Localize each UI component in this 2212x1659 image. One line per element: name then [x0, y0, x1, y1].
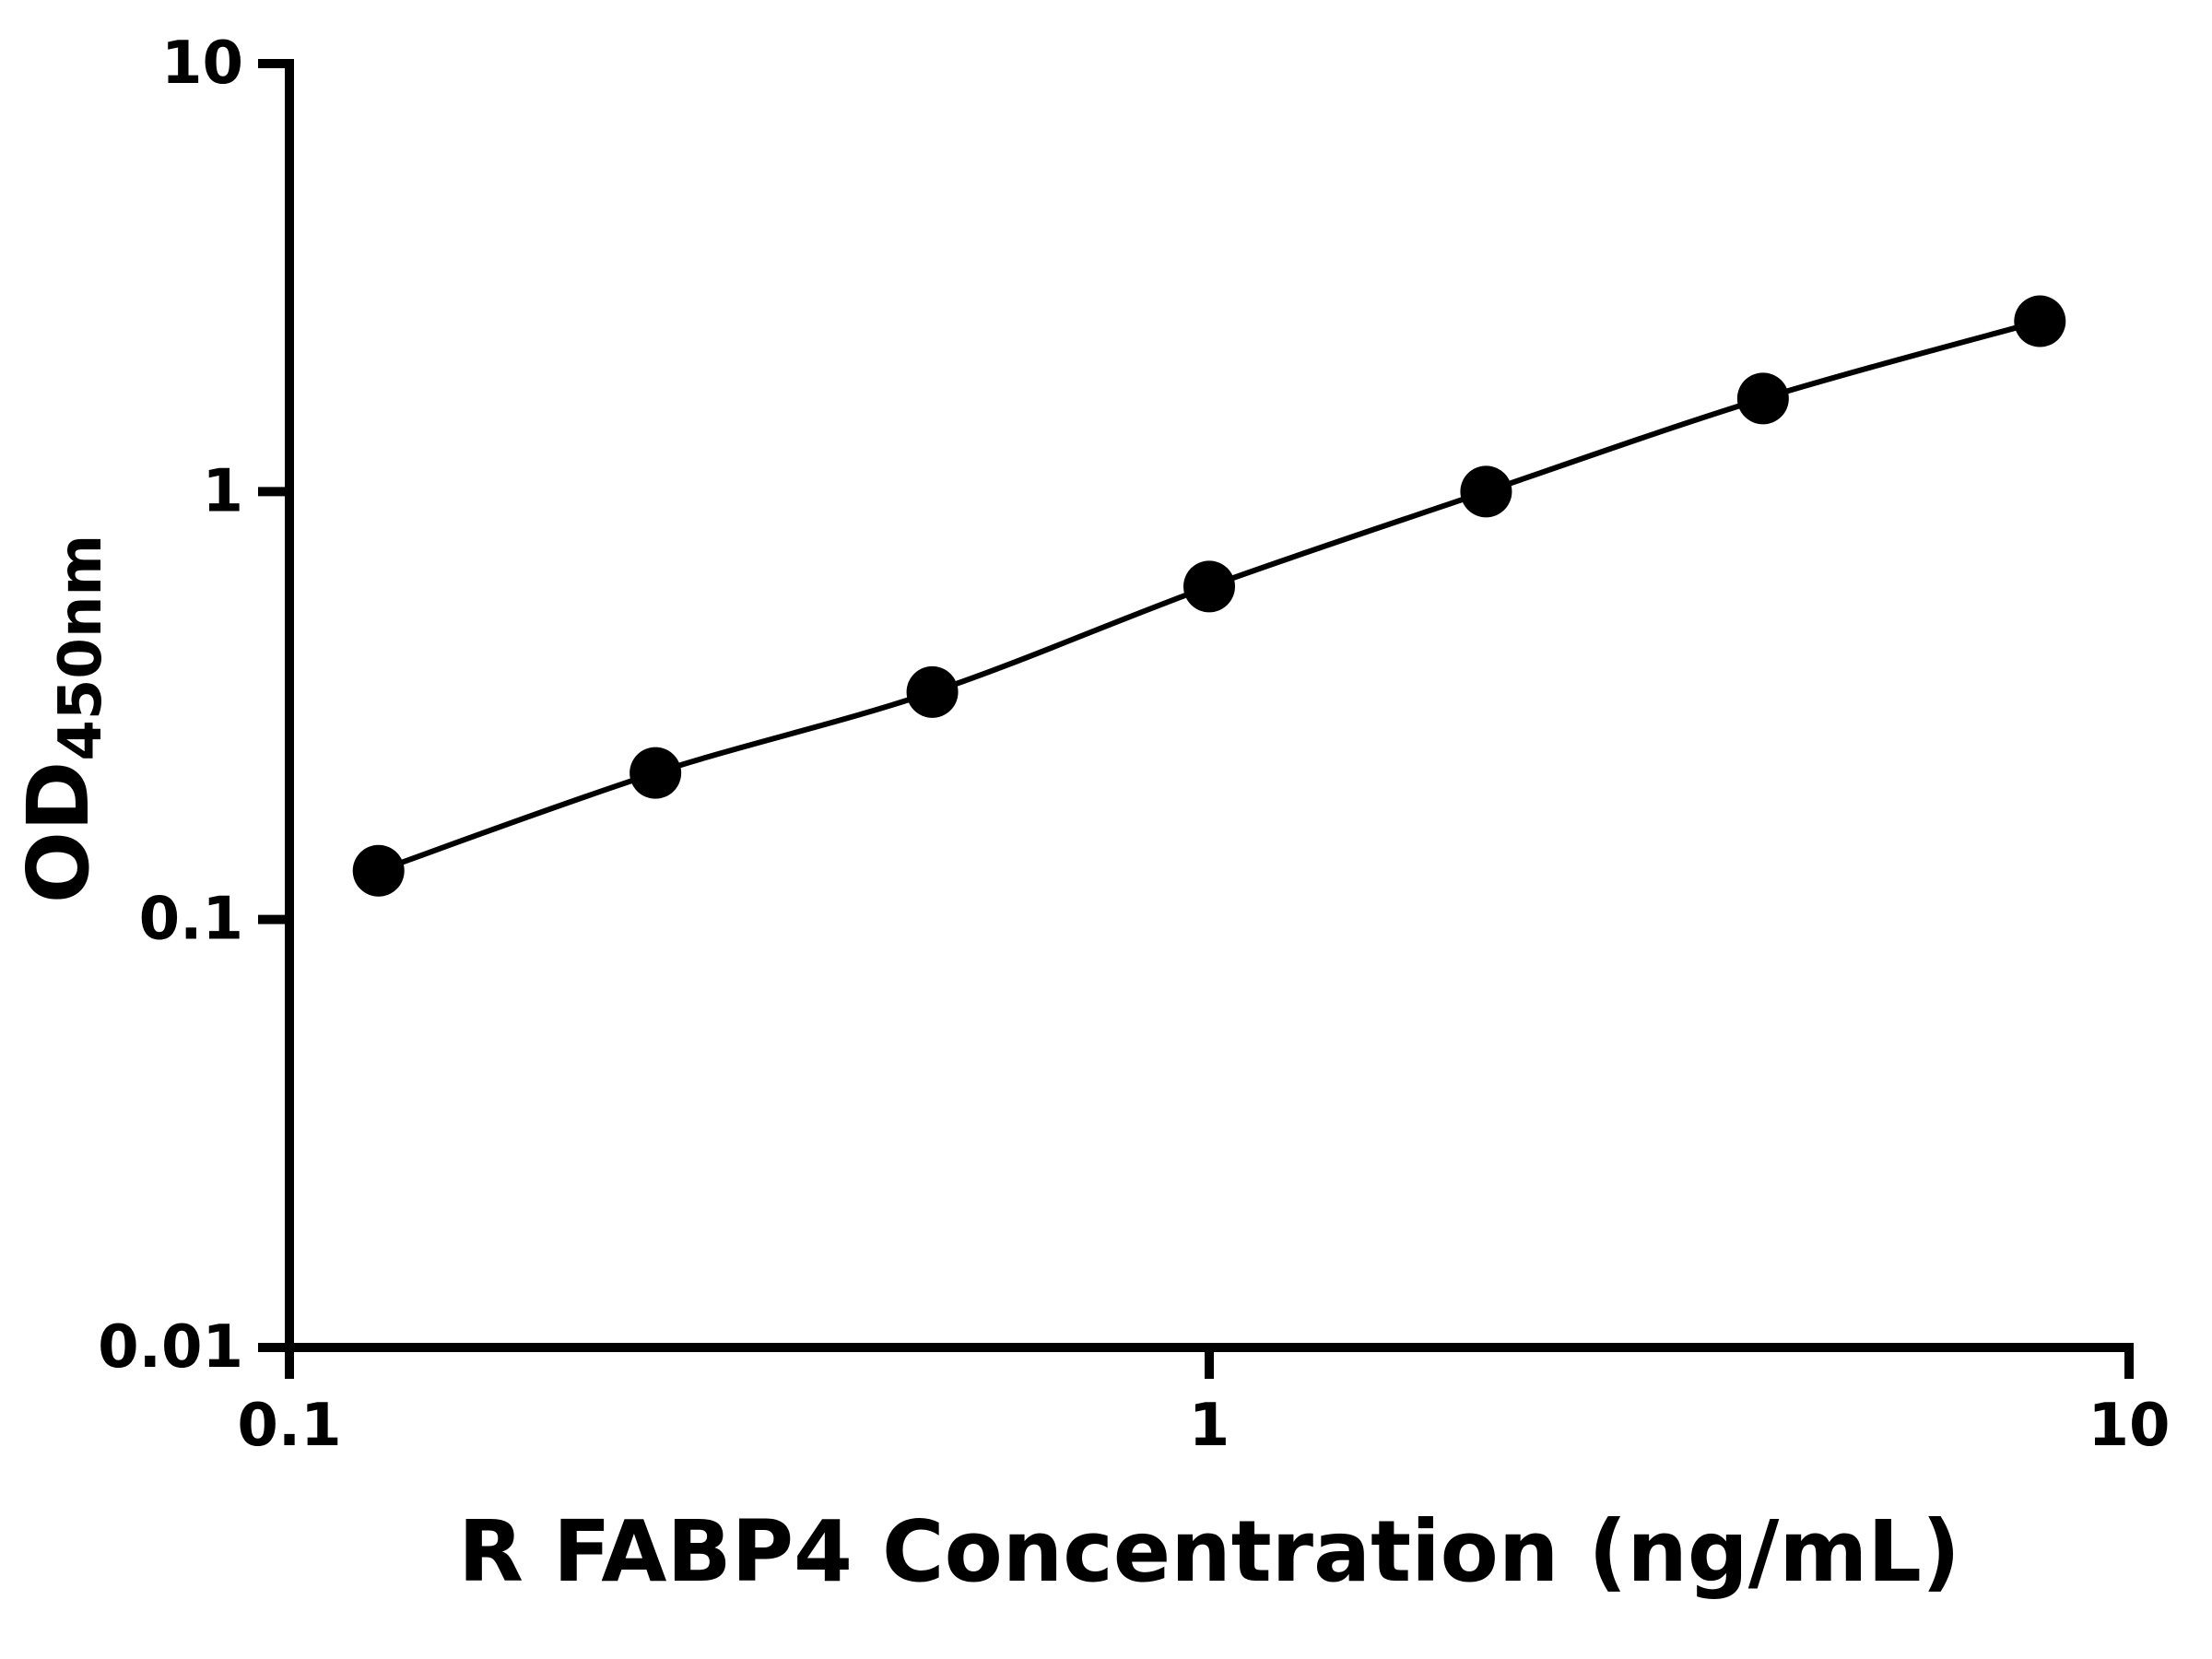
data-point-marker	[1460, 465, 1512, 518]
y-tick-label: 10	[161, 29, 243, 98]
data-point-marker	[1736, 372, 1789, 425]
data-point-marker	[2014, 295, 2066, 347]
y-axis-title: OD450nm	[9, 535, 115, 903]
data-point-marker	[1183, 560, 1235, 613]
y-tick-label: 1	[202, 457, 243, 525]
y-axis-title-subscript: 450nm	[47, 535, 115, 761]
plot-layer: 0.01 0.1 1 10 0.1 1 10	[98, 29, 2170, 1460]
data-point-marker	[352, 844, 405, 897]
x-axis-title: R FABP4 Concentration (ng/mL)	[458, 1502, 1960, 1601]
x-tick-label: 0.1	[237, 1392, 341, 1460]
data-point-marker	[906, 665, 959, 718]
x-tick-label: 1	[1189, 1392, 1230, 1460]
y-axis-title-main: OD	[9, 761, 108, 904]
axis-spines	[285, 59, 2134, 1352]
y-tick-label: 0.01	[98, 1313, 243, 1382]
data-point-marker	[629, 747, 682, 799]
x-tick-label: 10	[2088, 1392, 2170, 1460]
y-tick-label: 0.1	[139, 886, 243, 954]
